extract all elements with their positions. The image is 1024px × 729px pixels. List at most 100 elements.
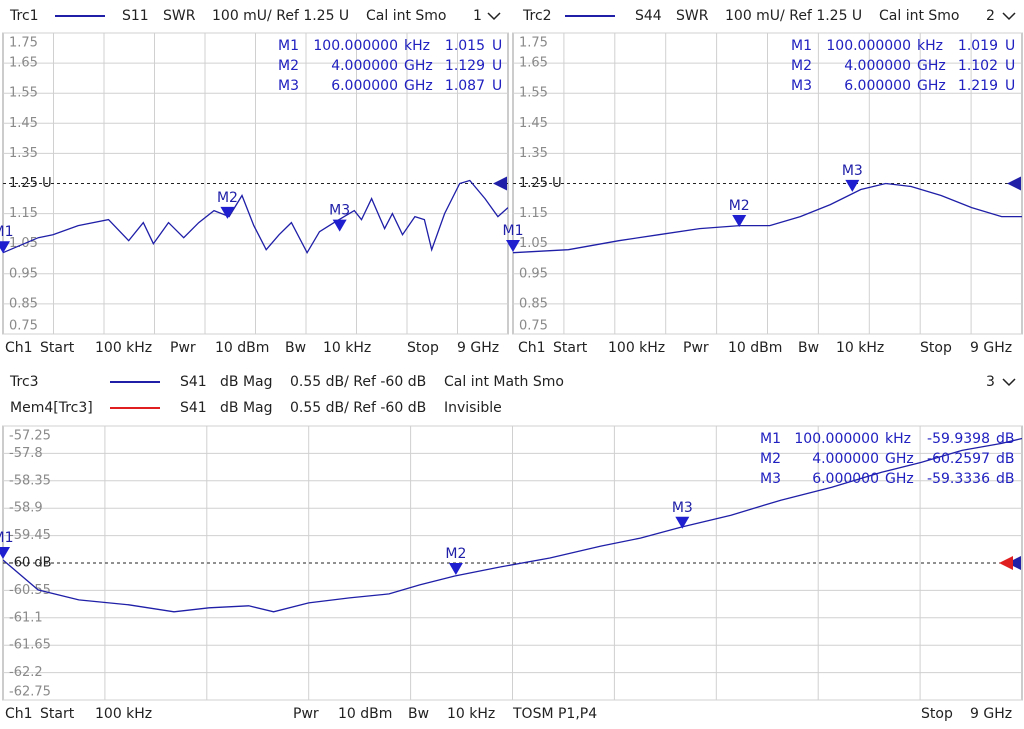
marker-table-unit: U: [492, 78, 502, 94]
marker-triangle: [506, 240, 520, 253]
y-tick-label: 1.75: [9, 36, 38, 51]
y-tick-label: 1.75: [519, 36, 548, 51]
marker-triangle: [448, 562, 463, 575]
marker-label: M3: [329, 203, 350, 219]
marker-table-unit: dB: [996, 471, 1015, 487]
trace-format: SWR: [676, 8, 709, 24]
marker-table-stimulus: 100.000000: [313, 38, 398, 54]
channel-info: 10 kHz: [447, 706, 495, 722]
trace-param: S41: [180, 400, 207, 416]
y-tick-label: 1.45: [519, 116, 548, 131]
marker-table-unit: U: [1005, 38, 1015, 54]
marker-table-name: M3: [791, 78, 812, 94]
channel-info: Stop: [407, 340, 439, 356]
trace-param: S44: [635, 8, 662, 24]
marker-table-name: M3: [278, 78, 299, 94]
marker-table-stimulus: 4.000000: [812, 451, 879, 467]
trace-format: dB Mag: [220, 400, 273, 416]
trace-format: SWR: [163, 8, 196, 24]
trace-format: dB Mag: [220, 374, 273, 390]
marker-triangle: [845, 179, 860, 192]
y-tick-label: 1.25 U: [9, 176, 52, 191]
marker-triangle: [0, 547, 10, 560]
marker-table-stimulus: 6.000000: [812, 471, 879, 487]
marker-table-stimulus-unit: GHz: [917, 78, 946, 94]
y-tick-label: 1.35: [519, 146, 548, 161]
y-tick-label: 1.15: [9, 206, 38, 221]
marker-triangle: [0, 241, 10, 254]
y-tick-label: -57.25: [9, 429, 51, 444]
trace-param: S41: [180, 374, 207, 390]
marker-label: M1: [503, 223, 524, 239]
y-tick-label: 1.65: [519, 56, 548, 71]
marker-table-unit: dB: [996, 451, 1015, 467]
marker-triangle: [732, 215, 747, 228]
channel-info: TOSM P1,P4: [512, 706, 597, 722]
marker-label: M2: [729, 198, 750, 214]
marker-table-name: M2: [791, 58, 812, 74]
trace-scale: 100 mU/ Ref 1.25 U: [212, 8, 349, 24]
y-tick-label: 0.75: [9, 319, 38, 334]
marker-label: M1: [0, 530, 14, 546]
window-number: 2: [986, 8, 995, 24]
y-tick-label: -57.8: [9, 446, 43, 461]
marker-table-stimulus-unit: kHz: [917, 38, 943, 54]
marker-table-stimulus-unit: GHz: [885, 451, 914, 467]
trace-param: S11: [122, 8, 149, 24]
y-tick-label: 1.15: [519, 206, 548, 221]
marker-table-unit: dB: [996, 431, 1015, 447]
trace-info: Cal int Math Smo: [444, 374, 564, 390]
trace-scale: 0.55 dB/ Ref -60 dB: [290, 400, 426, 416]
marker-table-name: M2: [760, 451, 781, 467]
channel-info: 9 GHz: [970, 706, 1012, 722]
marker-table-name: M2: [278, 58, 299, 74]
y-tick-label: -62.75: [9, 685, 51, 700]
channel-info: Start: [553, 340, 588, 356]
y-tick-label: -58.9: [9, 501, 43, 516]
window-menu-chevron[interactable]: [487, 12, 501, 21]
channel-info: Pwr: [683, 340, 709, 356]
marker-table-unit: U: [492, 38, 502, 54]
y-tick-label: 0.95: [9, 266, 38, 281]
marker-table-value: 1.087: [445, 78, 485, 94]
channel-info: 10 kHz: [836, 340, 884, 356]
channel-info: Stop: [921, 706, 953, 722]
marker-triangle: [675, 516, 690, 529]
y-tick-label: -61.65: [9, 638, 51, 653]
channel-info: 10 kHz: [323, 340, 371, 356]
channel-info: Bw: [408, 706, 429, 722]
y-tick-label: 1.45: [9, 116, 38, 131]
marker-triangle: [220, 206, 235, 219]
marker-table-value: -59.9398: [927, 431, 990, 447]
marker-table-value: 1.019: [958, 38, 998, 54]
marker-table-name: M1: [791, 38, 812, 54]
trace-info: Cal int Smo: [879, 8, 960, 24]
channel-info: Pwr: [170, 340, 196, 356]
channel-info: Bw: [798, 340, 819, 356]
marker-table-stimulus: 100.000000: [794, 431, 879, 447]
trace-line: [513, 182, 1022, 254]
y-tick-label: 1.55: [519, 86, 548, 101]
marker-label: M1: [0, 224, 14, 240]
channel-info: 9 GHz: [970, 340, 1012, 356]
marker-label: M2: [217, 190, 238, 206]
window-menu-chevron[interactable]: [1002, 378, 1016, 387]
marker-table-stimulus: 4.000000: [331, 58, 398, 74]
trace-name: Trc3: [9, 374, 39, 390]
marker-table-value: 1.015: [445, 38, 485, 54]
channel-info: Ch1: [5, 340, 33, 356]
marker-table-name: M1: [278, 38, 299, 54]
y-tick-label: -60.55: [9, 583, 51, 598]
marker-table-stimulus: 6.000000: [331, 78, 398, 94]
window-number: 1: [473, 8, 482, 24]
marker-table-name: M1: [760, 431, 781, 447]
y-tick-label: 0.75: [519, 319, 548, 334]
y-tick-label: 0.85: [9, 296, 38, 311]
channel-info: Start: [40, 706, 75, 722]
channel-info: 9 GHz: [457, 340, 499, 356]
marker-table-value: 1.129: [445, 58, 485, 74]
window-menu-chevron[interactable]: [1002, 12, 1016, 21]
marker-triangle: [332, 219, 347, 232]
marker-table-stimulus: 6.000000: [844, 78, 911, 94]
